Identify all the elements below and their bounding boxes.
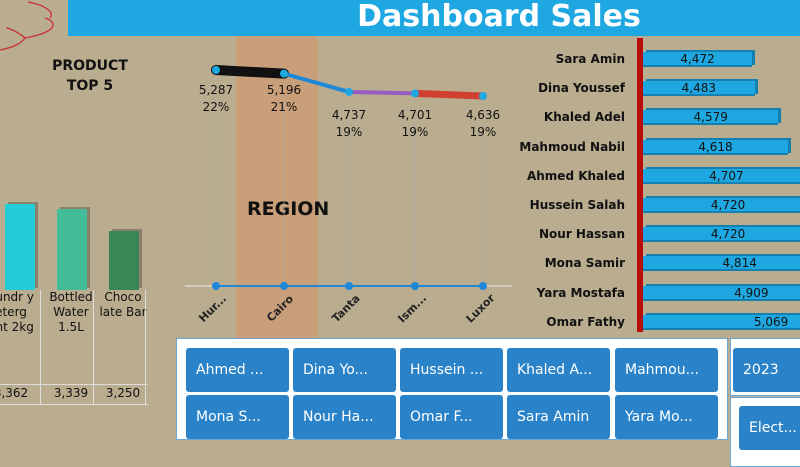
salesperson-bar: 4,579: [643, 110, 779, 126]
salesperson-label: Khaled Adel: [543, 110, 625, 125]
slicer-item[interactable]: Mona S...: [186, 395, 289, 439]
percent-label: 21%: [270, 100, 298, 114]
salesperson-bar: 4,472: [643, 52, 752, 67]
category-slicer: Elect...: [730, 397, 800, 467]
value-label: 5,287: [198, 83, 234, 97]
table-divider: [0, 384, 148, 385]
salesperson-label: Ahmed Khaled: [526, 168, 625, 183]
region-line-chart: [185, 65, 512, 290]
slicer-item[interactable]: Dina Yo...: [293, 348, 396, 392]
salesperson-bar-chart: Sara Amin 4,472 Dina Youssef 4,483 Khaled Ad…: [519, 52, 800, 330]
page-title: Dashboard Sales: [68, 0, 800, 36]
slicer-item[interactable]: Yara Mo...: [615, 395, 718, 439]
data-point: [345, 87, 353, 96]
percent-label: 19%: [469, 125, 497, 139]
data-point: [411, 89, 419, 98]
salesperson-label: Omar Fathy: [546, 314, 625, 329]
product-label: Choco late Bar: [99, 290, 147, 319]
percent-label: 19%: [335, 125, 363, 139]
line-segment: [411, 89, 487, 100]
slicer-item[interactable]: Khaled A...: [507, 348, 610, 392]
product-bar: [109, 230, 139, 290]
salesperson-bar: 4,483: [643, 81, 755, 97]
product-title-line1: PRODUCT: [52, 58, 128, 74]
percent-label: 22%: [202, 100, 230, 114]
line-segment: [211, 65, 289, 79]
table-divider: [93, 290, 94, 404]
salesperson-bar: 4,707: [643, 168, 800, 184]
product-chart-title: PRODUCT TOP 5: [40, 56, 140, 96]
salesperson-bar: 4,814: [643, 256, 800, 272]
region-highlight: [236, 36, 318, 338]
table-divider: [145, 290, 146, 404]
value-label: 4,636: [465, 108, 501, 122]
data-point: [212, 66, 220, 74]
table-divider: [0, 404, 148, 405]
product-value: 3,362: [0, 386, 29, 400]
value-label: 4,737: [331, 108, 367, 122]
salesperson-bar: 4,720: [643, 198, 800, 213]
slicer-item[interactable]: Sara Amin: [507, 395, 610, 439]
salesperson-label: Mahmoud Nabil: [519, 139, 625, 154]
salesperson-label: Dina Youssef: [538, 81, 625, 96]
data-point: [280, 69, 288, 78]
data-point: [479, 92, 487, 100]
salesperson-label: Sara Amin: [555, 52, 625, 66]
product-label: Bottled Water 1.5L: [49, 290, 93, 334]
product-bar: [57, 209, 87, 290]
salesperson-bar: 4,720: [643, 227, 800, 243]
region-chart-title: REGION: [247, 198, 330, 220]
salesperson-label: Hussein Salah: [529, 198, 625, 212]
slicer-item[interactable]: Ahmed ...: [186, 348, 289, 392]
axis-point: [345, 282, 353, 290]
axis-point: [280, 282, 288, 290]
slicer-item[interactable]: Nour Ha...: [293, 395, 396, 439]
salesperson-bar: 4,909: [643, 285, 800, 301]
salesperson-bar: 4,618: [643, 139, 788, 155]
slicer-item-year[interactable]: 2023: [733, 348, 800, 392]
line-segment: [347, 89, 417, 96]
percent-label: 19%: [401, 125, 429, 139]
salesperson-label: Yara Mostafa: [536, 285, 625, 300]
salesperson-label: Mona Samir: [544, 256, 625, 271]
product-label: aundr y eterg ent 2kg: [0, 290, 35, 334]
axis-point: [479, 282, 487, 290]
salesperson-label: Nour Hassan: [539, 227, 625, 242]
slicer-item[interactable]: Omar F...: [400, 395, 503, 439]
value-label: 5,196: [266, 83, 302, 97]
year-slicer: 2023: [730, 338, 800, 396]
salesperson-bar: 5,069: [643, 314, 800, 330]
decorative-swirl-icon: [0, 1, 54, 51]
axis-point: [411, 282, 419, 290]
product-title-line2: TOP 5: [66, 78, 114, 94]
product-value: 3,250: [105, 386, 141, 400]
hbar-axis: [637, 38, 643, 332]
salesperson-slicer: Ahmed ... Dina Yo... Hussein ... Khaled A..…: [176, 338, 728, 440]
product-bar: [5, 204, 35, 290]
slicer-item[interactable]: Mahmou...: [615, 348, 718, 392]
slicer-item[interactable]: Hussein ...: [400, 348, 503, 392]
slicer-item-category[interactable]: Elect...: [739, 406, 800, 450]
table-divider: [40, 290, 41, 404]
axis-point: [212, 282, 220, 290]
value-label: 4,701: [397, 108, 433, 122]
product-value: 3,339: [53, 386, 89, 400]
line-segment: [282, 71, 351, 94]
